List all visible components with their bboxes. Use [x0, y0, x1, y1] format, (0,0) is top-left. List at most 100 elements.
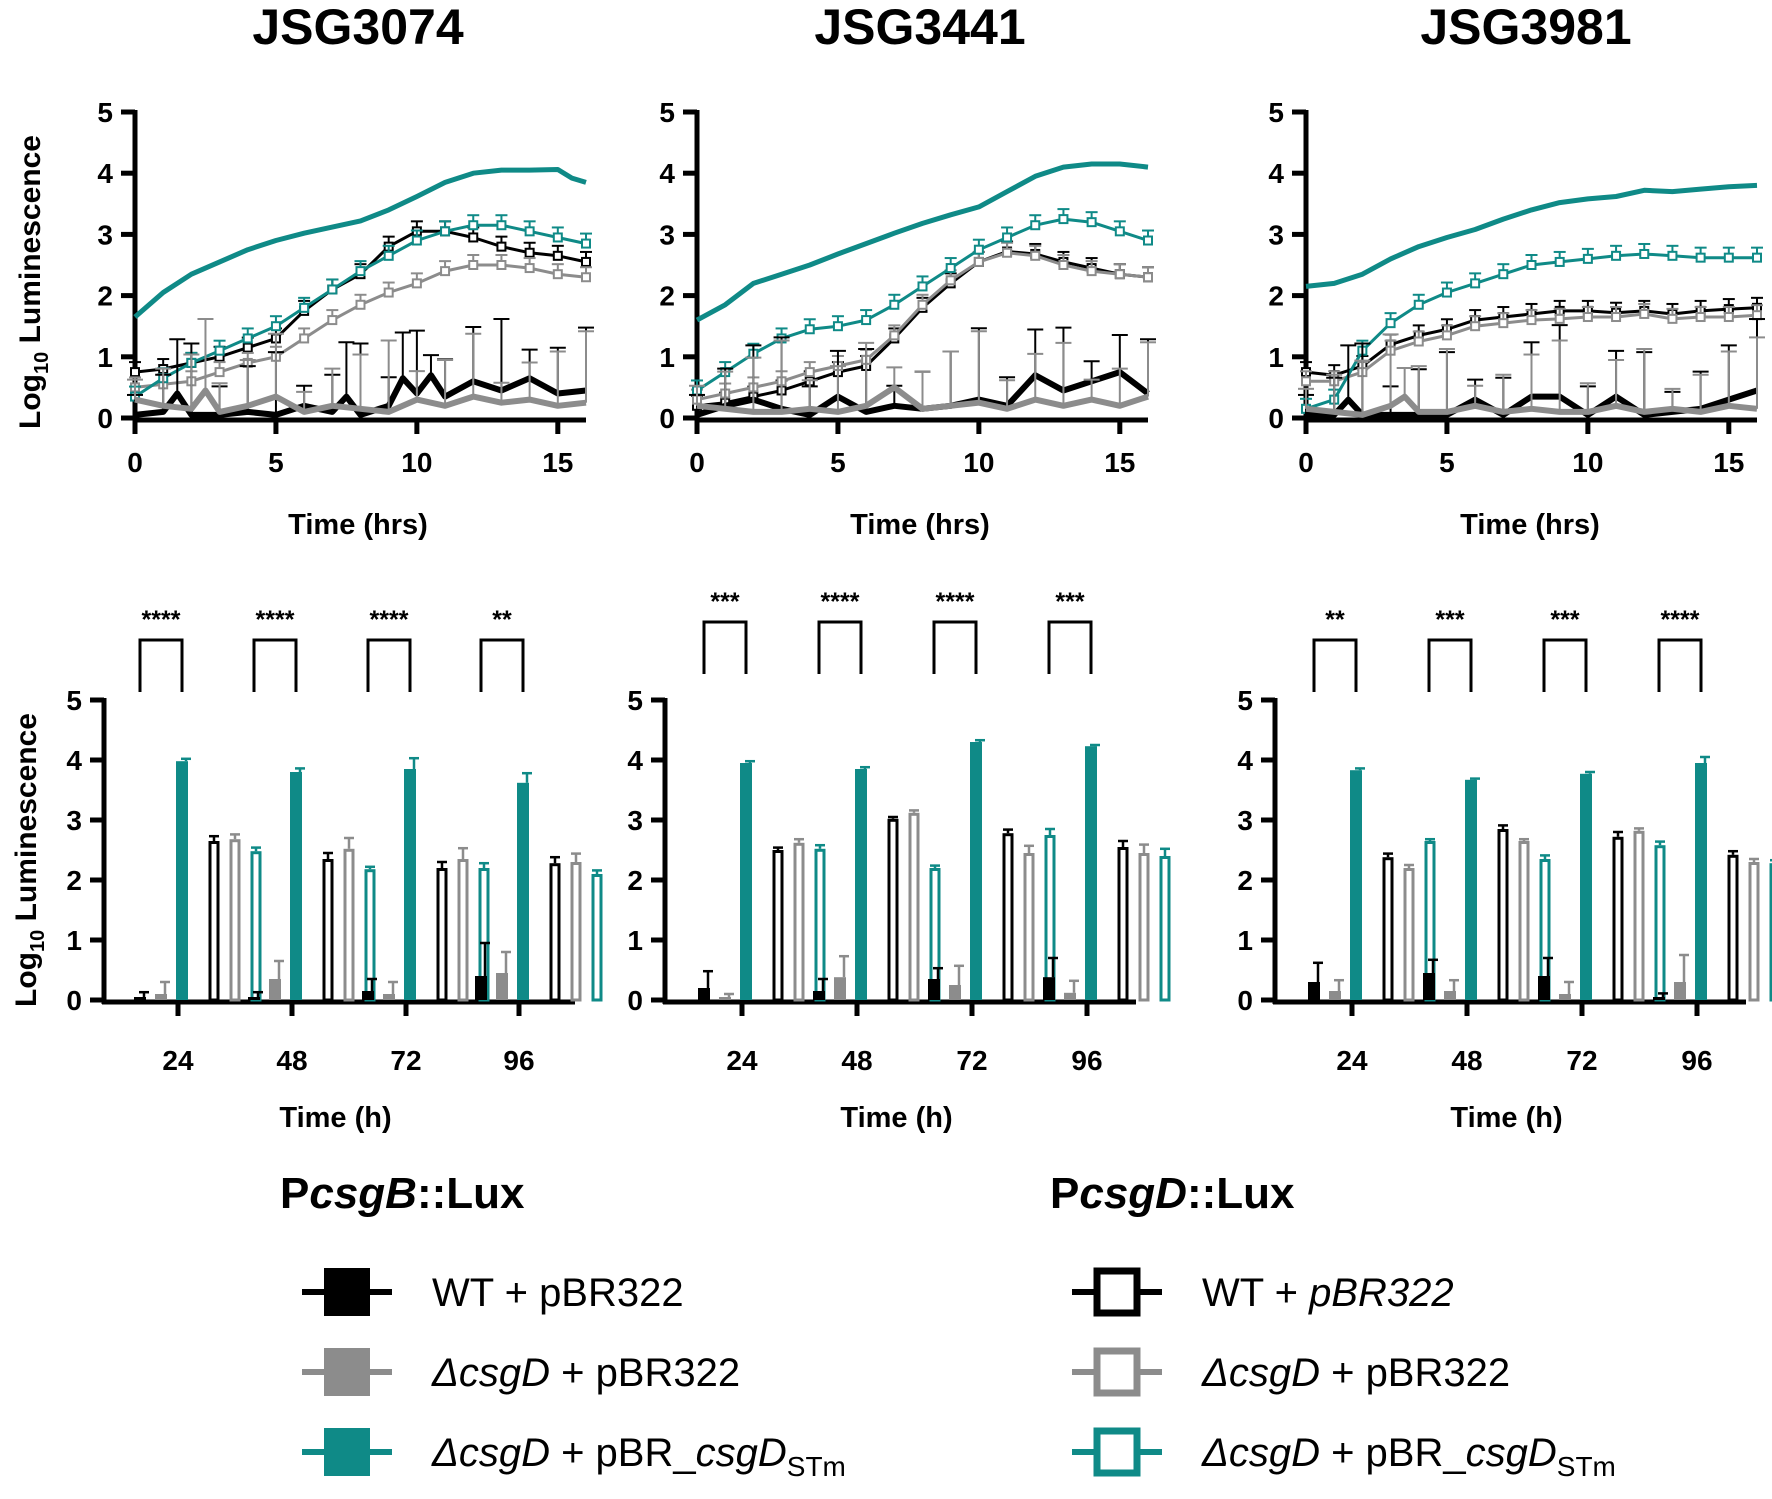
data-point [1114, 269, 1125, 280]
data-point [1441, 330, 1452, 341]
bar [908, 812, 920, 1002]
bar [1350, 770, 1362, 1000]
significance-label: *** [1435, 606, 1464, 634]
legend-label: WT + pBR322 [432, 1271, 684, 1315]
legend-marker [1093, 1427, 1141, 1477]
data-point [973, 244, 984, 255]
bar-group [1403, 863, 1415, 1002]
line-chart-panel: JSG3441 0 1 2 3 4 5 0 5 10 15 Time (hrs) [659, 0, 1156, 541]
line-series [689, 330, 1156, 415]
bar [1117, 847, 1129, 1002]
y-tick-label: 3 [659, 219, 675, 250]
data-point [889, 330, 900, 341]
bar-group [1538, 956, 1553, 1000]
x-axis-title: Time (hrs) [1460, 509, 1600, 541]
data-point [1554, 313, 1565, 324]
legend-marker [1093, 1347, 1141, 1397]
bar [1580, 773, 1592, 1000]
data-point [1002, 247, 1013, 258]
data-point [1301, 376, 1311, 387]
bar [793, 842, 805, 1002]
bar-group [362, 977, 377, 1000]
data-point [468, 232, 479, 243]
x-tick-label: 96 [1681, 1045, 1712, 1076]
bar-group [1633, 827, 1645, 1002]
data-point [299, 302, 310, 313]
legend-marker [324, 1348, 370, 1396]
bar-group [949, 964, 964, 1000]
line-chart-panel: JSG3981 0 1 2 3 4 5 0 5 10 15 Time (hrs) [1268, 0, 1765, 541]
bar-group [908, 809, 920, 1002]
bar-group [1654, 840, 1666, 1002]
bar-group [1727, 849, 1739, 1002]
data-point [1086, 266, 1097, 277]
bar-group [475, 941, 490, 1000]
data-point [1695, 312, 1706, 323]
legend-title: PcsgD::Lux [1050, 1169, 1295, 1218]
bar [772, 850, 784, 1002]
bar-group [1497, 824, 1509, 1002]
data-point [468, 220, 479, 231]
bar-group [1350, 767, 1365, 1000]
legend-entry: ΔcsgD + pBR_csgDSTm [302, 1428, 846, 1482]
bar-group [1518, 837, 1530, 1002]
bar [362, 991, 374, 1000]
bar-group [928, 966, 943, 1000]
data-point [1002, 232, 1013, 243]
bar [1329, 991, 1341, 1000]
bar-group [1023, 844, 1035, 1002]
x-axis-title: Time (hrs) [288, 509, 428, 541]
bar-group [1382, 852, 1394, 1002]
bar-chart-panel: 0 1 2 3 4 5 24 ** 48 *** 72 *** 96 **** Time (h) [1237, 606, 1772, 1134]
y-tick-label: 1 [66, 925, 82, 956]
bar [475, 976, 487, 1000]
data-point [1498, 318, 1509, 329]
significance-bracket [1047, 620, 1093, 674]
bar [343, 848, 355, 1002]
x-tick-label: 48 [276, 1045, 307, 1076]
y-tick-label: 0 [97, 403, 113, 434]
series-line [1305, 393, 1758, 418]
y-axis-title: Log10 Luminescence [14, 135, 53, 429]
bar-group [793, 837, 805, 1002]
bar [1674, 982, 1686, 1000]
data-point [1143, 272, 1153, 283]
bar-group [248, 990, 263, 1000]
significance-bracket [366, 638, 412, 692]
bar [855, 769, 867, 1000]
y-tick-label: 0 [627, 985, 643, 1016]
x-tick-label: 24 [162, 1045, 194, 1076]
data-point [1526, 315, 1537, 326]
data-point [524, 263, 535, 274]
legend-label: WT + pBR322 [1202, 1271, 1454, 1315]
bar-group [834, 954, 849, 1000]
bar [1043, 977, 1055, 1000]
legend-entry: WT + pBR322 [1072, 1267, 1454, 1317]
data-point [1752, 252, 1762, 263]
data-point [552, 232, 563, 243]
line-series [695, 161, 1149, 323]
bar-group [719, 992, 734, 1000]
bar-group [1612, 830, 1624, 1002]
x-tick-label: 5 [830, 447, 846, 478]
legend-entry: ΔcsgD + pBR322 [1072, 1347, 1510, 1397]
significance-label: **** [821, 588, 860, 616]
y-tick-label: 4 [66, 745, 82, 776]
x-tick-label: 15 [542, 447, 573, 478]
data-point [581, 272, 591, 283]
bar [813, 991, 825, 1000]
bar-group [1064, 979, 1079, 1000]
data-point [889, 299, 900, 310]
bar-group [1444, 978, 1459, 1000]
data-point [581, 238, 591, 249]
bar-group [457, 846, 469, 1002]
bar-group [1559, 980, 1574, 1000]
y-tick-label: 1 [659, 342, 675, 373]
data-point [973, 256, 984, 267]
bar [290, 772, 302, 1000]
bar-group [1695, 755, 1710, 1000]
y-tick-label: 2 [659, 281, 675, 312]
data-point [804, 367, 815, 378]
data-point [1695, 252, 1706, 263]
